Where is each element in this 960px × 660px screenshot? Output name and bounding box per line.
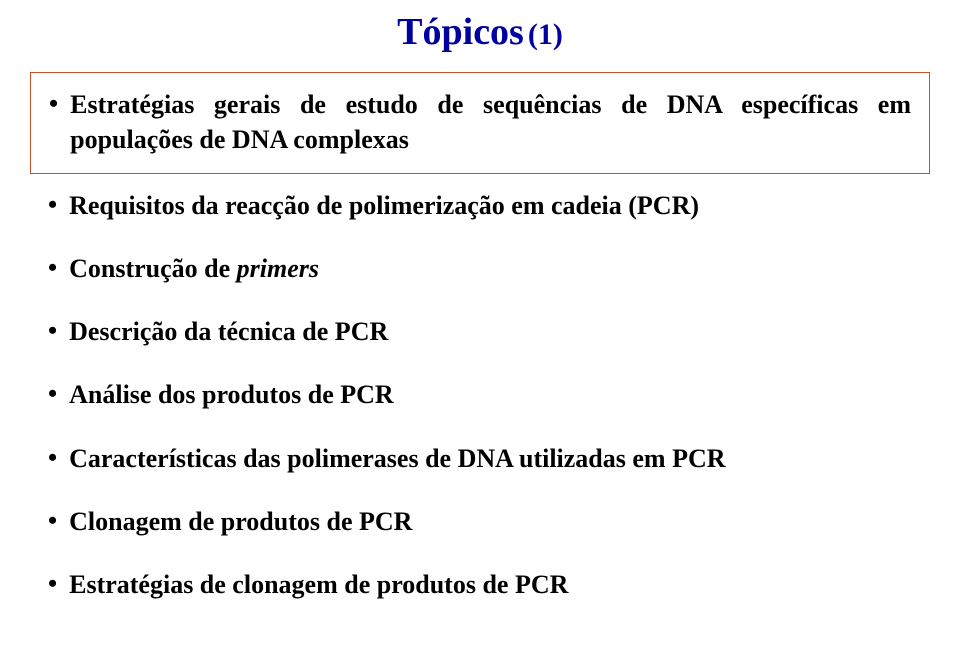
bullet-list: • Requisitos da reacção de polimerização… bbox=[30, 188, 930, 602]
bullet-text-line2: populações de DNA complexas bbox=[70, 125, 409, 154]
bullet-text: Clonagem de produtos de PCR bbox=[69, 504, 912, 539]
bullet-item: • Estratégias de clonagem de produtos de… bbox=[48, 567, 912, 602]
bullet-text: Descrição da técnica de PCR bbox=[69, 314, 912, 349]
bullet-dot-icon: • bbox=[48, 504, 57, 538]
bullet-item-boxed: • Estratégias gerais de estudo de sequên… bbox=[49, 87, 911, 157]
slide-title: Tópicos (1) bbox=[30, 10, 930, 54]
bullet-dot-icon: • bbox=[48, 251, 57, 285]
bullet-text-italic: primers bbox=[237, 254, 319, 283]
bullet-text: Requisitos da reacção de polimerização e… bbox=[69, 188, 912, 223]
bullet-item: • Clonagem de produtos de PCR bbox=[48, 504, 912, 539]
bullet-text: Análise dos produtos de PCR bbox=[69, 377, 912, 412]
bullet-dot-icon: • bbox=[48, 188, 57, 222]
bullet-item: • Construção de primers bbox=[48, 251, 912, 286]
bullet-text-prefix: Construção de bbox=[69, 254, 237, 283]
highlighted-box: • Estratégias gerais de estudo de sequên… bbox=[30, 72, 930, 174]
bullet-dot-icon: • bbox=[48, 567, 57, 601]
title-sub: (1) bbox=[528, 18, 563, 51]
bullet-item: • Características das polimerases de DNA… bbox=[48, 441, 912, 476]
bullet-text: Características das polimerases de DNA u… bbox=[69, 441, 912, 476]
bullet-item: • Análise dos produtos de PCR bbox=[48, 377, 912, 412]
slide: Tópicos (1) • Estratégias gerais de estu… bbox=[0, 0, 960, 660]
bullet-text: Estratégias de clonagem de produtos de P… bbox=[69, 567, 912, 602]
bullet-text: Estratégias gerais de estudo de sequênci… bbox=[70, 87, 911, 157]
bullet-dot-icon: • bbox=[48, 314, 57, 348]
bullet-item: • Descrição da técnica de PCR bbox=[48, 314, 912, 349]
title-main: Tópicos bbox=[397, 11, 524, 53]
bullet-text-line1: Estratégias gerais de estudo de sequênci… bbox=[70, 90, 911, 119]
bullet-dot-icon: • bbox=[48, 441, 57, 475]
bullet-item: • Requisitos da reacção de polimerização… bbox=[48, 188, 912, 223]
bullet-dot-icon: • bbox=[49, 87, 58, 121]
bullet-text: Construção de primers bbox=[69, 251, 912, 286]
bullet-dot-icon: • bbox=[48, 377, 57, 411]
